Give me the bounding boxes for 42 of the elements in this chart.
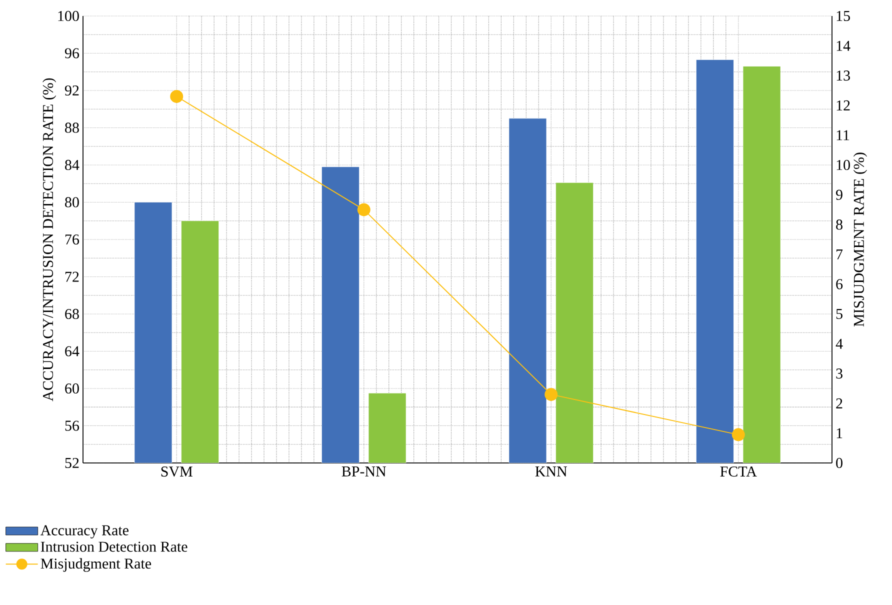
y-tick-label: 84 (65, 160, 80, 170)
point (544, 388, 558, 401)
legend-label: Misjudgment Rate (40, 558, 152, 572)
y2-tick-label: 3 (836, 368, 842, 379)
y-tick-label: 64 (65, 346, 80, 356)
y2-tick-label: 14 (836, 40, 850, 51)
y2-tick-label: 0 (836, 458, 842, 468)
y2-tick-label: 4 (836, 338, 843, 349)
y2-tick-label: 15 (836, 10, 850, 22)
y-tick-label: 92 (64, 85, 79, 96)
y-tick-label: 56 (65, 420, 80, 431)
y-tick-label: 72 (65, 272, 79, 282)
y-tick-label: 100 (58, 10, 79, 22)
x-tick-label: FCTA (720, 466, 757, 477)
y2-axis-title: MISJUDGMENT RATE (%) (853, 152, 867, 327)
y-tick-label: 88 (65, 122, 79, 133)
y2-tick-label: 12 (836, 100, 850, 110)
point (732, 428, 745, 442)
y-tick-label: 76 (65, 234, 80, 245)
legend-label: Accuracy Rate (40, 525, 128, 538)
y2-tick-label: 13 (836, 70, 850, 81)
x-tick-label: BP-NN (342, 466, 386, 476)
y2-tick-label: 9 (836, 190, 842, 200)
y2-tick-label: 1 (836, 428, 842, 438)
y-tick-label: 52 (65, 458, 79, 468)
y2-tick-label: 7 (836, 249, 843, 260)
y2-tick-label: 10 (836, 160, 850, 170)
point (170, 90, 184, 103)
y2-tick-label: 8 (836, 220, 842, 230)
y2-tick-label: 11 (836, 130, 850, 140)
y-tick-label: 60 (65, 383, 79, 394)
y-tick-label: 68 (65, 308, 79, 320)
y2-tick-label: 5 (836, 309, 842, 319)
y-tick-label: 96 (64, 48, 80, 58)
x-tick-label: SVM (161, 466, 192, 477)
x-tick-label: KNN (535, 466, 568, 476)
y2-tick-label: 6 (836, 279, 843, 290)
y-axis-title: ACCURACY/INTRUSION DETECTION RATE (%) (42, 78, 56, 402)
y-tick-label: 80 (65, 197, 79, 208)
y2-tick-label: 2 (836, 398, 842, 408)
legend-label: Intrusion Detection Rate (40, 542, 188, 552)
point (357, 203, 370, 216)
